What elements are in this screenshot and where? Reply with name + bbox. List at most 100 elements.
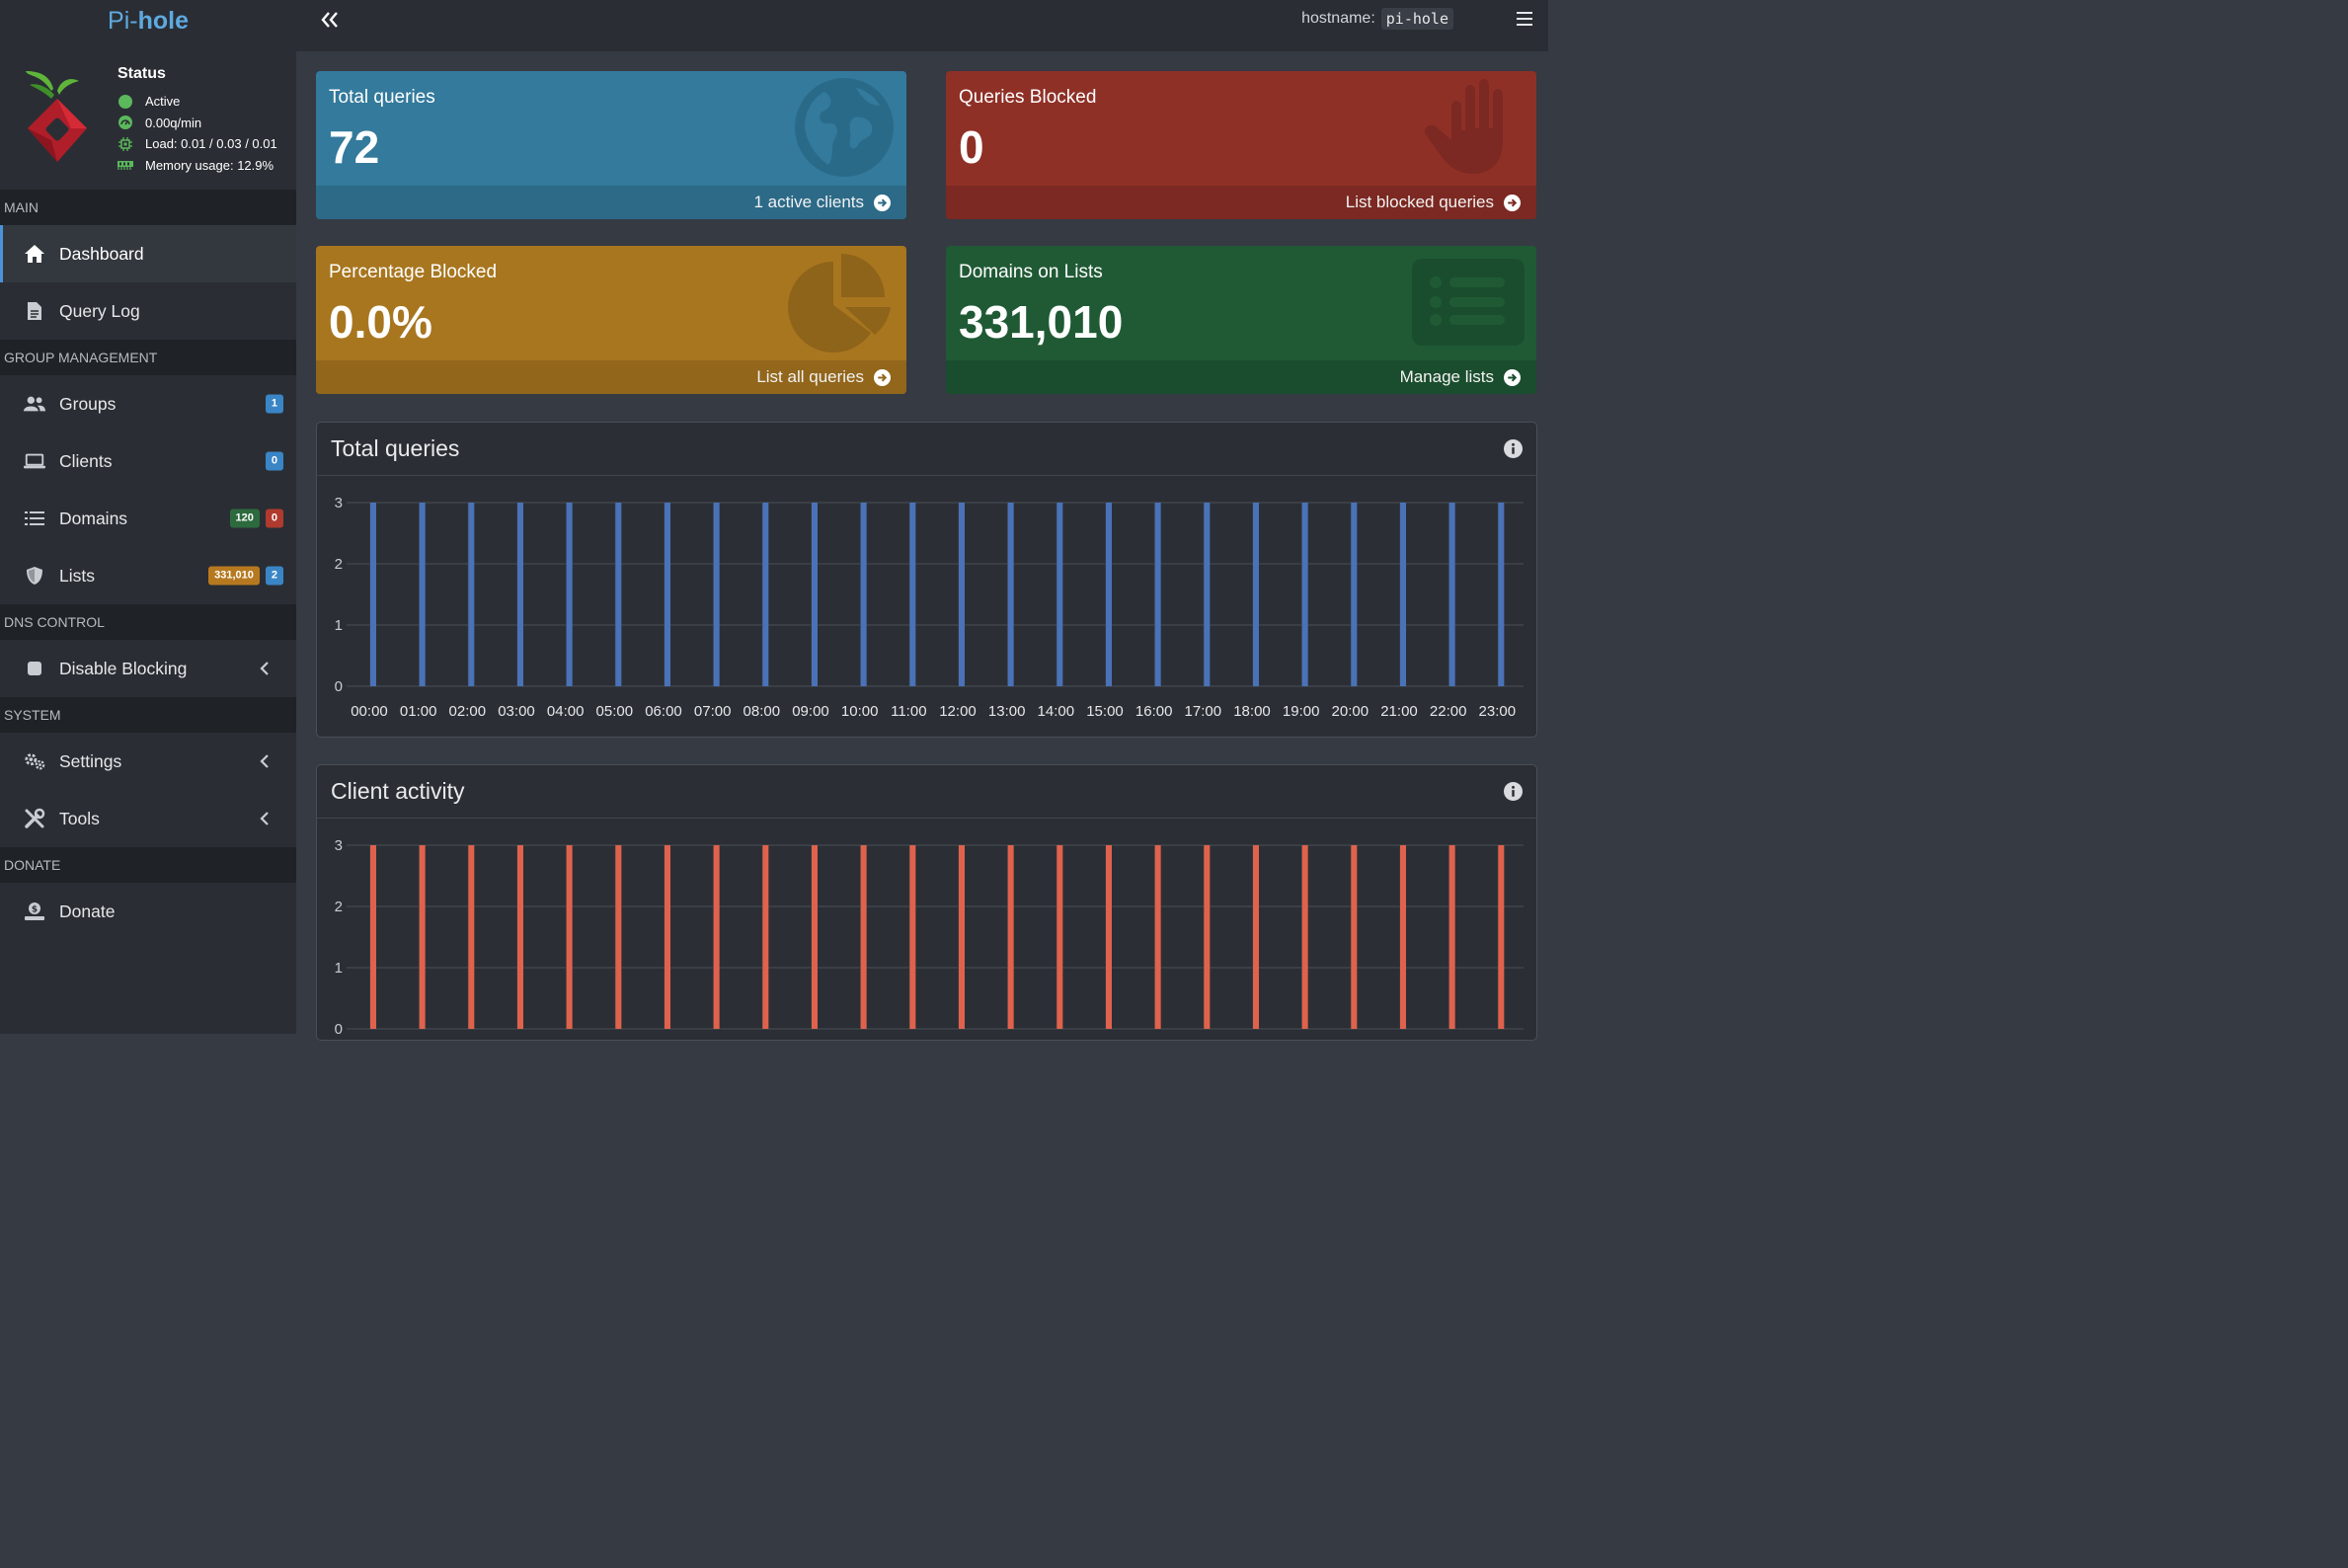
status-title: Status bbox=[117, 65, 166, 82]
panel-header: Client activity bbox=[317, 765, 1536, 819]
sidebar-item-label: Settings bbox=[59, 750, 122, 771]
brand-suffix: hole bbox=[137, 6, 189, 35]
y-tick-label: 3 bbox=[335, 837, 343, 854]
sidebar-item-dashboard[interactable]: Dashboard bbox=[0, 225, 296, 282]
x-tick-label: 06:00 bbox=[645, 703, 682, 720]
list-alt-icon bbox=[1412, 259, 1525, 346]
svg-text:$: $ bbox=[32, 905, 38, 915]
x-tick-label: 01:00 bbox=[400, 703, 437, 720]
bar bbox=[1007, 503, 1014, 686]
collapse-sidebar-icon[interactable] bbox=[320, 10, 340, 30]
x-tick-label: 20:00 bbox=[1332, 703, 1370, 720]
bar bbox=[517, 503, 523, 686]
bar bbox=[566, 845, 573, 1029]
sidebar-item-settings[interactable]: Settings bbox=[0, 733, 296, 790]
x-tick-label: 15:00 bbox=[1086, 703, 1124, 720]
brand-logo-text[interactable]: Pi-hole bbox=[0, 0, 296, 41]
sidebar-item-clients[interactable]: Clients 0 bbox=[0, 432, 296, 490]
domains-on-lists-box: Domains on Lists 331,010 Manage lists bbox=[946, 246, 1536, 394]
bar bbox=[762, 845, 769, 1029]
y-tick-label: 0 bbox=[335, 1021, 343, 1038]
hostname-label: hostname: bbox=[1301, 10, 1375, 27]
status-load: Load: 0.01 / 0.03 / 0.01 bbox=[117, 133, 277, 155]
domains-allow-badge: 120 bbox=[229, 509, 260, 528]
bar bbox=[909, 503, 916, 686]
pihole-logo-icon bbox=[26, 71, 87, 162]
box-title: Domains on Lists bbox=[959, 262, 1103, 282]
sidebar-item-label: Query Log bbox=[59, 300, 140, 321]
brand-prefix: Pi- bbox=[108, 6, 138, 35]
sidebar-item-domains[interactable]: Domains 120 0 bbox=[0, 490, 296, 547]
x-tick-label: 09:00 bbox=[792, 703, 829, 720]
bar bbox=[370, 845, 376, 1029]
bar bbox=[1351, 845, 1358, 1029]
bar bbox=[1106, 503, 1112, 686]
sidebar-item-groups[interactable]: Groups 1 bbox=[0, 375, 296, 432]
box-footer-label: List blocked queries bbox=[1345, 193, 1494, 211]
x-tick-label: 07:00 bbox=[694, 703, 732, 720]
cpu-icon bbox=[117, 136, 133, 152]
x-tick-label: 02:00 bbox=[449, 703, 487, 720]
bar bbox=[1448, 503, 1455, 686]
bar bbox=[1253, 503, 1259, 686]
sidebar-item-donate[interactable]: $ Donate bbox=[0, 883, 296, 940]
status-load-text: Load: 0.01 / 0.03 / 0.01 bbox=[145, 136, 277, 152]
bar bbox=[713, 845, 720, 1029]
bar bbox=[1204, 503, 1211, 686]
chevron-left-icon bbox=[260, 812, 269, 825]
info-icon[interactable] bbox=[1504, 439, 1523, 458]
list-all-queries-link[interactable]: List all queries bbox=[316, 360, 906, 394]
status-info: Status Active 0.00q/min Load: 0.01 / 0.0… bbox=[117, 65, 277, 176]
client-activity-panel: Client activity 0 1 2 3 bbox=[316, 764, 1537, 1041]
x-tick-label: 00:00 bbox=[351, 703, 388, 720]
sidebar-item-tools[interactable]: Tools bbox=[0, 790, 296, 847]
sidebar-item-lists[interactable]: Lists 331,010 2 bbox=[0, 547, 296, 604]
bar bbox=[468, 845, 475, 1029]
list-blocked-queries-link[interactable]: List blocked queries bbox=[946, 186, 1536, 219]
x-tick-label: 22:00 bbox=[1430, 703, 1467, 720]
sidebar-item-disable-blocking[interactable]: Disable Blocking bbox=[0, 640, 296, 697]
menu-icon[interactable] bbox=[1517, 12, 1532, 26]
speed-icon bbox=[117, 115, 133, 130]
box-value: 0 bbox=[959, 121, 984, 173]
bar bbox=[1400, 845, 1406, 1029]
lists-count-badge: 2 bbox=[265, 566, 283, 586]
active-clients-link[interactable]: 1 active clients bbox=[316, 186, 906, 219]
section-main: MAIN bbox=[0, 190, 296, 225]
x-tick-label: 17:00 bbox=[1185, 703, 1222, 720]
users-icon bbox=[24, 393, 45, 415]
x-tick-label: 21:00 bbox=[1380, 703, 1418, 720]
info-icon[interactable] bbox=[1504, 782, 1523, 801]
globe-icon bbox=[795, 78, 894, 177]
bar bbox=[959, 503, 965, 686]
box-value: 331,010 bbox=[959, 296, 1124, 348]
y-tick-label: 1 bbox=[335, 617, 343, 634]
badges: 331,010 2 bbox=[208, 566, 283, 586]
x-tick-label: 05:00 bbox=[596, 703, 634, 720]
box-value: 0.0% bbox=[329, 296, 432, 348]
home-icon bbox=[24, 243, 45, 265]
arrow-circle-right-icon bbox=[1504, 368, 1521, 386]
x-tick-label: 23:00 bbox=[1479, 703, 1517, 720]
bar bbox=[812, 503, 818, 686]
chevron-left-icon bbox=[260, 754, 269, 768]
bar bbox=[517, 845, 523, 1029]
bar bbox=[1301, 845, 1308, 1029]
sidebar-item-query-log[interactable]: Query Log bbox=[0, 282, 296, 340]
manage-lists-link[interactable]: Manage lists bbox=[946, 360, 1536, 394]
box-footer-label: 1 active clients bbox=[753, 193, 865, 211]
bar bbox=[419, 845, 426, 1029]
box-title: Percentage Blocked bbox=[329, 262, 498, 282]
client-activity-chart: 0 1 2 3 bbox=[335, 837, 1524, 1038]
hand-icon bbox=[1424, 79, 1503, 174]
hostname-value: pi-hole bbox=[1380, 8, 1453, 30]
status-rate-text: 0.00q/min bbox=[145, 115, 202, 130]
list-icon bbox=[24, 508, 45, 529]
badges: 0 bbox=[265, 451, 283, 471]
status-active-text: Active bbox=[145, 94, 181, 110]
bar bbox=[1154, 503, 1161, 686]
x-tick-label: 19:00 bbox=[1283, 703, 1320, 720]
section-group-management: GROUP MANAGEMENT bbox=[0, 340, 296, 375]
gears-icon bbox=[24, 750, 45, 772]
bar bbox=[860, 503, 867, 686]
